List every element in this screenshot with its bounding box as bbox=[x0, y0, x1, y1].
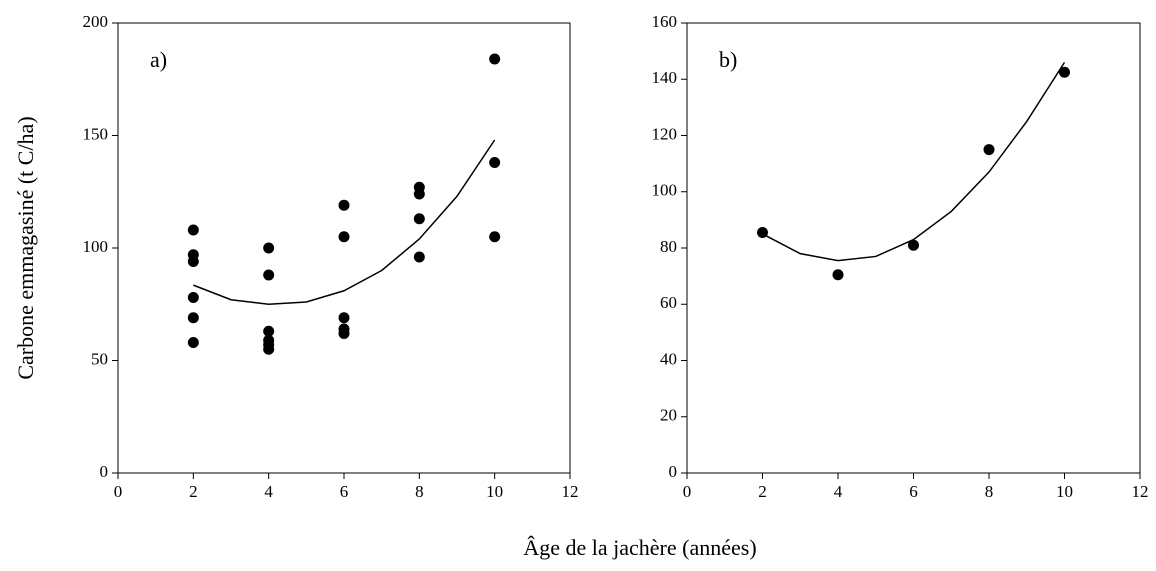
y-tick-label: 60 bbox=[660, 293, 677, 312]
data-point bbox=[263, 242, 275, 254]
x-tick-label: 4 bbox=[264, 482, 273, 501]
y-tick-label: 100 bbox=[83, 237, 109, 256]
data-point bbox=[338, 312, 350, 324]
y-axis-label: Carbone emmagasiné (t C/ha) bbox=[13, 116, 38, 379]
data-point bbox=[263, 343, 275, 355]
x-tick-label: 12 bbox=[1132, 482, 1149, 501]
data-point bbox=[1059, 66, 1070, 78]
panel-label: b) bbox=[719, 47, 737, 72]
x-tick-label: 10 bbox=[486, 482, 503, 501]
fit-curve bbox=[193, 139, 496, 306]
data-point bbox=[489, 157, 501, 168]
panel-label: a) bbox=[150, 47, 167, 72]
y-tick-label: 120 bbox=[652, 124, 678, 143]
data-point bbox=[187, 312, 199, 324]
x-tick-label: 8 bbox=[985, 482, 994, 501]
data-point bbox=[338, 328, 350, 339]
data-point bbox=[908, 239, 919, 251]
x-tick-label: 10 bbox=[1056, 482, 1073, 501]
data-point bbox=[263, 269, 275, 281]
x-tick-label: 0 bbox=[114, 482, 123, 501]
y-tick-label: 50 bbox=[91, 349, 108, 368]
data-point bbox=[489, 53, 501, 65]
y-tick-label: 0 bbox=[669, 462, 678, 481]
data-point bbox=[413, 213, 425, 225]
data-point bbox=[757, 227, 768, 239]
y-tick-label: 100 bbox=[652, 181, 678, 200]
y-tick-label: 20 bbox=[660, 406, 677, 425]
x-tick-label: 2 bbox=[189, 482, 198, 501]
data-point bbox=[413, 251, 425, 263]
x-tick-label: 2 bbox=[758, 482, 767, 501]
x-tick-label: 12 bbox=[562, 482, 579, 501]
x-axis-label: Âge de la jachère (années) bbox=[523, 535, 756, 560]
y-tick-label: 150 bbox=[83, 124, 109, 143]
y-tick-label: 40 bbox=[660, 349, 677, 368]
data-point bbox=[983, 144, 995, 156]
data-point bbox=[338, 199, 350, 211]
y-tick-label: 80 bbox=[660, 237, 677, 256]
x-tick-label: 0 bbox=[683, 482, 692, 501]
data-point bbox=[263, 325, 275, 337]
y-tick-label: 0 bbox=[100, 462, 109, 481]
x-tick-label: 4 bbox=[834, 482, 843, 501]
x-tick-label: 6 bbox=[340, 482, 349, 501]
plot-frame bbox=[117, 22, 571, 474]
y-tick-label: 140 bbox=[652, 68, 678, 87]
data-point bbox=[187, 224, 199, 236]
y-tick-label: 160 bbox=[652, 12, 678, 31]
data-point bbox=[187, 256, 199, 267]
data-point bbox=[832, 269, 844, 281]
x-tick-label: 8 bbox=[415, 482, 424, 501]
data-point bbox=[489, 231, 501, 243]
data-point bbox=[187, 292, 199, 303]
data-point bbox=[338, 231, 350, 243]
y-tick-label: 200 bbox=[83, 12, 109, 31]
x-tick-label: 6 bbox=[909, 482, 918, 501]
fit-curve bbox=[762, 61, 1066, 262]
data-point bbox=[413, 188, 425, 200]
data-point bbox=[187, 337, 199, 348]
